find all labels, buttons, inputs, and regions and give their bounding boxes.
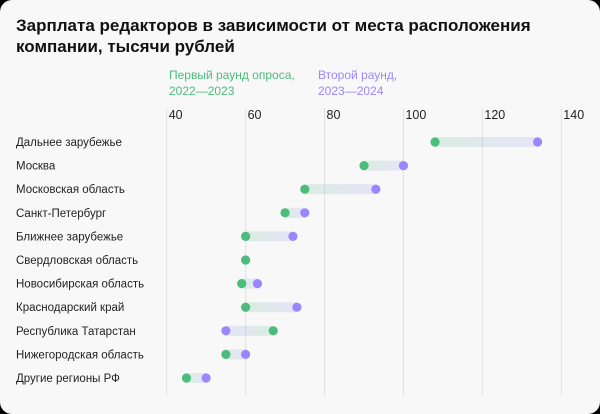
point-first-round	[268, 326, 278, 336]
x-tick-label: 60	[248, 108, 262, 122]
point-second-round	[288, 231, 298, 241]
category-label: Дальнее зарубежье	[16, 137, 122, 149]
legend-second-round-label: Второй раунд,	[318, 68, 398, 82]
point-first-round	[430, 137, 440, 147]
x-tick-label: 140	[563, 108, 584, 122]
point-first-round	[300, 184, 310, 194]
legend-second-round: Второй раунд, 2023—2024	[318, 67, 397, 99]
x-tick-label: 80	[327, 108, 341, 122]
range-bar	[245, 231, 293, 242]
legend-second-round-years: 2023—2024	[318, 84, 384, 98]
category-label: Санкт-Петербург	[16, 208, 106, 220]
range-bar	[241, 278, 258, 289]
range-bar	[225, 325, 274, 336]
point-second-round	[533, 137, 543, 147]
legend-first-round: Первый раунд опроса, 2022—2023	[169, 67, 295, 99]
category-label: Московская область	[16, 184, 125, 196]
point-second-round	[221, 326, 231, 336]
x-tick-label: 120	[484, 108, 505, 122]
category-label: Нижегородская область	[16, 349, 144, 361]
point-second-round	[371, 184, 381, 194]
point-first-round	[221, 349, 231, 359]
point-second-round	[398, 161, 409, 171]
point-first-round	[237, 279, 247, 289]
legend-first-round-years: 2022—2023	[169, 84, 235, 98]
point-first-round	[359, 161, 369, 171]
x-tick-label: 40	[169, 108, 183, 122]
category-label: Краснодарский край	[16, 302, 124, 314]
category-label: Свердловская область	[16, 255, 138, 267]
category-label: Новосибирская область	[16, 279, 144, 291]
range-bar	[285, 207, 305, 218]
point-second-round	[241, 349, 251, 359]
point-second-round	[252, 279, 263, 289]
point-second-round	[201, 373, 211, 383]
point-first-round	[280, 208, 290, 218]
range-bar	[245, 302, 297, 313]
point-second-round	[292, 302, 302, 312]
range-bar	[364, 160, 404, 171]
category-label: Республика Татарстан	[16, 326, 136, 338]
chart-title: Зарплата редакторов в зависимости от мес…	[16, 16, 531, 56]
point-first-round	[241, 255, 251, 265]
point-second-round	[300, 208, 310, 218]
point-first-round	[241, 302, 251, 312]
category-label: Москва	[16, 161, 56, 173]
category-label: Ближнее зарубежье	[16, 231, 123, 243]
point-first-round	[241, 231, 251, 241]
x-tick-label: 100	[405, 108, 426, 122]
legend-first-round-label: Первый раунд опроса,	[169, 68, 295, 82]
range-bar	[186, 373, 207, 383]
point-first-round	[181, 373, 192, 383]
range-bar	[304, 184, 376, 195]
category-label: Другие регионы РФ	[16, 373, 120, 385]
range-bar	[225, 349, 246, 360]
range-bar	[435, 137, 538, 147]
